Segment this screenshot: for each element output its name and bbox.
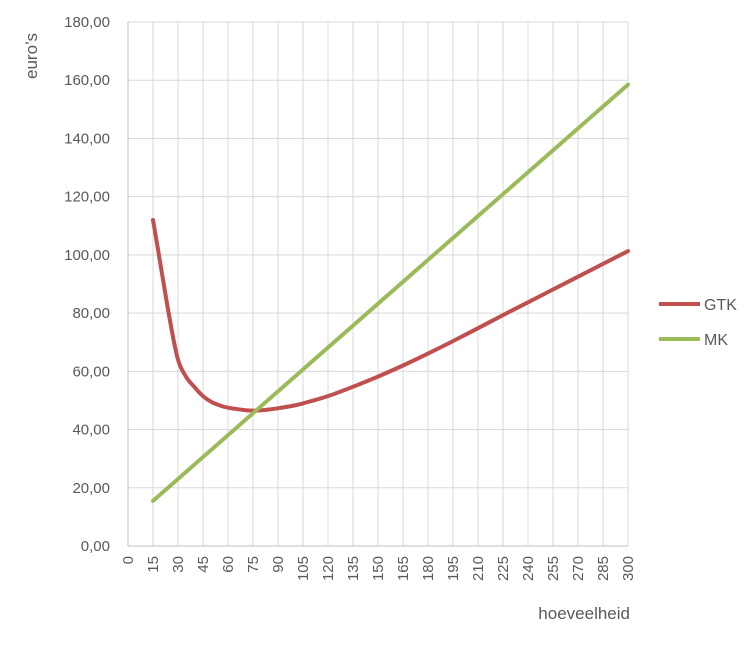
x-tick-label: 165: [395, 556, 412, 581]
y-tick-label: 60,00: [72, 363, 110, 380]
x-tick-label: 210: [470, 556, 487, 581]
x-tick-label: 195: [445, 556, 462, 581]
x-tick-label: 150: [370, 556, 387, 581]
x-tick-label: 60: [220, 556, 237, 573]
y-tick-label: 40,00: [72, 422, 110, 439]
legend: GTK MK: [659, 297, 737, 349]
y-tick-label: 0,00: [81, 538, 110, 555]
y-tick-label: 20,00: [72, 480, 110, 497]
x-tick-label: 120: [320, 556, 337, 581]
y-tick-label: 100,00: [64, 247, 110, 264]
x-tick-label: 135: [345, 556, 362, 581]
y-tick-label: 120,00: [64, 189, 110, 206]
x-tick-label: 285: [595, 556, 612, 581]
legend-label-mk: MK: [704, 332, 728, 349]
x-tick-label: 270: [570, 556, 587, 581]
axes: 0 15 30 45 60 75 90 105 120 135 150 165 180 195 210 225…: [64, 14, 637, 581]
x-tick-label: 0: [120, 556, 137, 564]
x-tick-label: 180: [420, 556, 437, 581]
legend-label-gtk: GTK: [704, 297, 737, 314]
x-tick-label: 240: [520, 556, 537, 581]
x-tick-label: 30: [170, 556, 187, 573]
grid-lines: [127, 21, 629, 547]
x-tick-label: 255: [545, 556, 562, 581]
x-tick-label: 15: [145, 556, 162, 573]
y-tick-label: 80,00: [72, 305, 110, 322]
y-tick-label: 140,00: [64, 130, 110, 147]
y-tick-label: 180,00: [64, 14, 110, 31]
x-tick-label: 105: [295, 556, 312, 581]
x-axis-label: hoeveelheid: [538, 604, 630, 623]
x-tick-label: 90: [270, 556, 287, 573]
x-tick-label: 75: [245, 556, 262, 573]
x-tick-label: 225: [495, 556, 512, 581]
series-line-mk: [151, 82, 630, 503]
y-tick-label: 160,00: [64, 72, 110, 89]
series-line-gtk: [151, 218, 630, 413]
x-tick-label: 300: [620, 556, 637, 581]
series-lines: [151, 82, 630, 503]
x-tick-label: 45: [195, 556, 212, 573]
y-axis-label: euro’s: [22, 33, 41, 79]
